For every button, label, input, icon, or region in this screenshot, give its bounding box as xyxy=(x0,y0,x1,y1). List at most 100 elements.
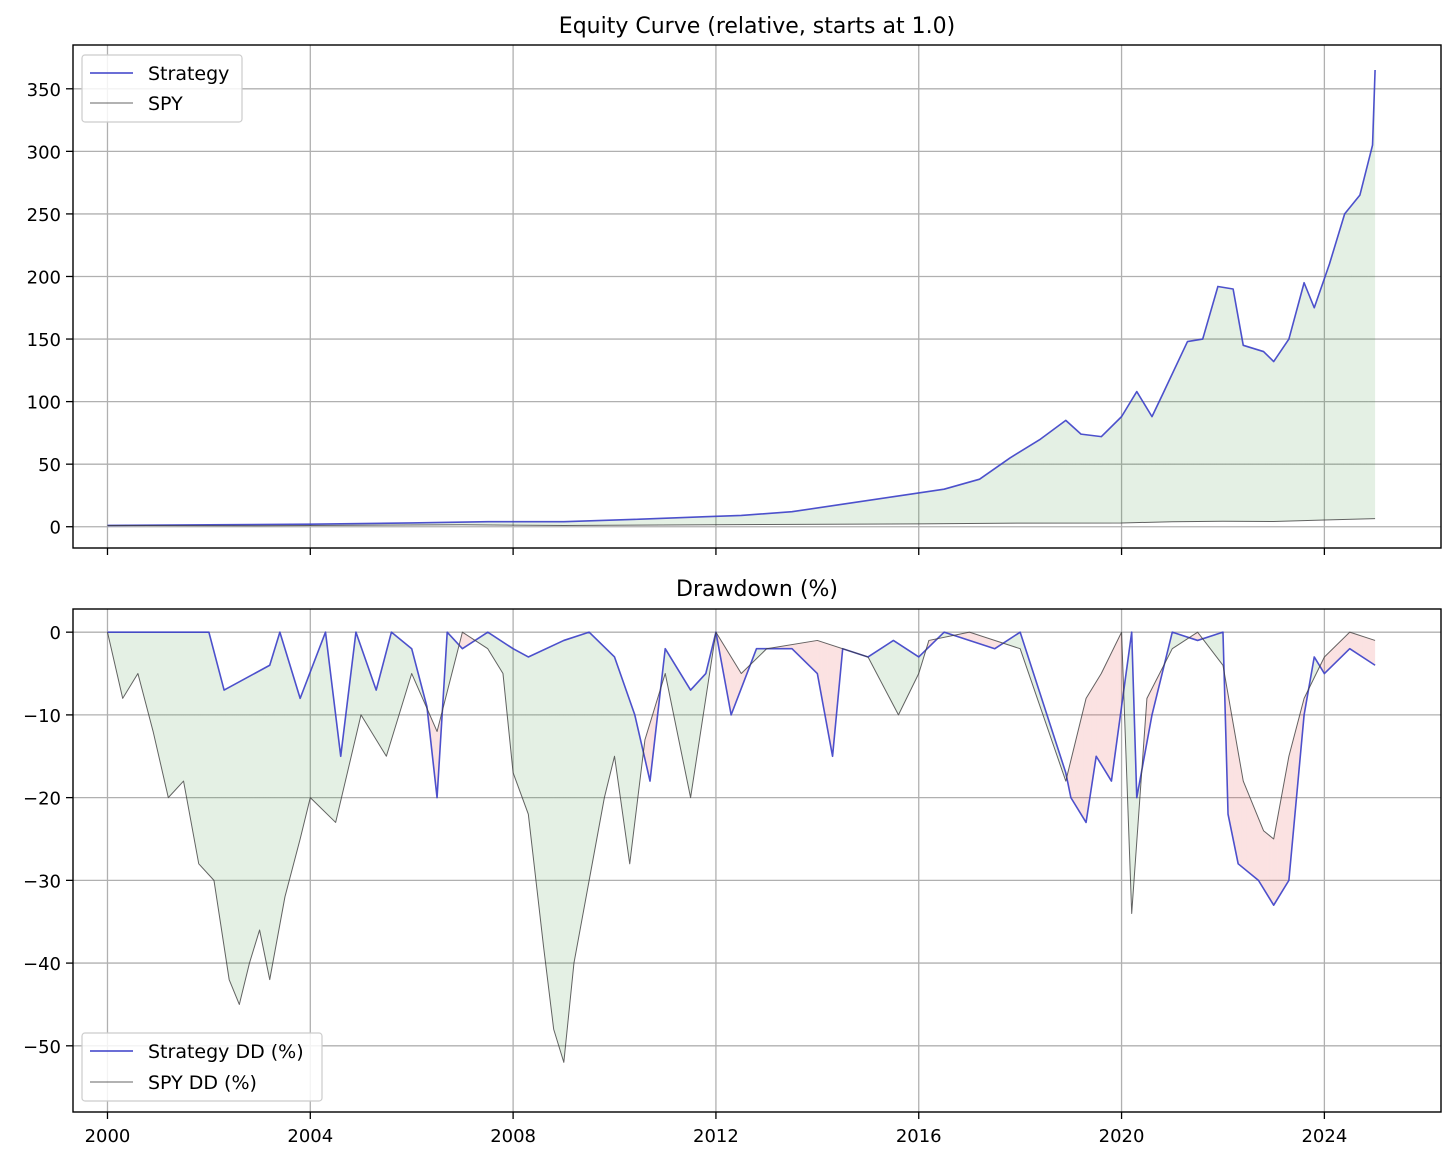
fill-segment xyxy=(1214,634,1217,657)
fill-segment xyxy=(906,648,909,700)
fill-segment xyxy=(967,632,970,641)
x-tick-label: 2016 xyxy=(896,1126,942,1147)
fill-segment xyxy=(811,641,814,670)
fill-segment xyxy=(508,521,511,526)
fill-segment xyxy=(1337,231,1340,520)
fill-segment xyxy=(483,633,486,648)
equity-strategy-line xyxy=(107,69,1376,527)
fill-segment xyxy=(151,632,154,736)
fill-segment xyxy=(1235,303,1238,522)
fill-segment xyxy=(637,727,640,799)
fill-segment xyxy=(1318,290,1321,521)
fill-segment xyxy=(284,648,288,897)
fill-segment xyxy=(511,521,514,526)
fill-segment xyxy=(971,480,974,524)
fill-segment xyxy=(498,521,501,526)
fill-segment xyxy=(1018,451,1021,524)
fill-segment xyxy=(261,668,264,951)
fill-segment xyxy=(1273,827,1276,906)
fill-segment xyxy=(1138,394,1141,523)
fill-segment xyxy=(1358,193,1361,520)
fill-segment xyxy=(808,508,811,525)
fill-segment xyxy=(1018,632,1021,649)
fill-segment xyxy=(1334,644,1338,664)
fill-segment xyxy=(132,632,135,682)
fill-segment xyxy=(1292,317,1295,521)
fill-segment xyxy=(168,632,171,798)
fill-segment xyxy=(1301,285,1304,521)
fill-segment xyxy=(460,632,463,649)
fill-segment xyxy=(986,637,989,647)
fill-segment xyxy=(1098,674,1101,764)
fill-segment xyxy=(306,677,309,815)
fill-segment xyxy=(272,650,275,966)
fill-segment xyxy=(760,513,763,525)
fill-segment xyxy=(988,471,991,524)
fill-segment xyxy=(597,640,600,835)
fill-segment xyxy=(1070,751,1073,802)
fill-segment xyxy=(641,519,645,526)
fill-segment xyxy=(802,642,805,662)
fill-segment xyxy=(941,489,945,524)
fill-segment xyxy=(449,634,452,682)
fill-segment xyxy=(242,678,245,991)
fill-segment xyxy=(980,477,983,524)
fill-segment xyxy=(578,521,581,526)
fill-segment xyxy=(1115,640,1118,754)
fill-segment xyxy=(791,511,795,525)
y-tick-label: −40 xyxy=(23,954,61,975)
fill-segment xyxy=(682,676,685,767)
fill-segment xyxy=(787,511,790,525)
fill-segment xyxy=(1261,824,1264,888)
fill-segment xyxy=(872,499,875,525)
fill-segment xyxy=(320,638,323,811)
fill-segment xyxy=(920,652,923,667)
fill-segment xyxy=(633,711,636,833)
fill-segment xyxy=(500,521,503,526)
fill-segment xyxy=(694,683,697,771)
fill-segment xyxy=(170,632,173,795)
fill-segment xyxy=(1087,692,1090,812)
fill-segment xyxy=(606,648,609,791)
fill-segment xyxy=(903,494,907,524)
fill-segment xyxy=(236,682,239,1003)
fill-segment xyxy=(1353,199,1357,520)
fill-segment xyxy=(1351,632,1354,652)
fill-segment xyxy=(720,516,723,525)
fill-segment xyxy=(358,640,361,724)
fill-segment xyxy=(1343,212,1346,520)
fill-segment xyxy=(1068,423,1071,524)
fill-segment xyxy=(887,497,890,524)
fill-segment xyxy=(530,521,533,526)
fill-segment xyxy=(331,680,334,821)
fill-segment xyxy=(772,512,776,525)
fill-segment xyxy=(1203,327,1207,522)
fill-segment xyxy=(961,483,964,524)
fill-segment xyxy=(724,515,727,525)
fill-segment xyxy=(1161,391,1164,522)
y-tick-label: 250 xyxy=(27,205,61,226)
fill-segment xyxy=(675,665,678,736)
fill-segment xyxy=(1180,634,1183,644)
fill-segment xyxy=(1077,430,1080,524)
fill-segment xyxy=(601,520,604,526)
fill-segment xyxy=(1349,205,1352,520)
fill-segment xyxy=(1009,456,1012,524)
fill-segment xyxy=(800,510,803,525)
fill-segment xyxy=(646,728,649,774)
fill-segment xyxy=(1013,454,1016,524)
fill-segment xyxy=(396,636,400,722)
fill-segment xyxy=(365,658,368,726)
fill-segment xyxy=(542,521,545,526)
fill-segment xyxy=(925,491,928,524)
fill-segment xyxy=(1280,793,1283,895)
fill-segment xyxy=(707,516,710,525)
fill-segment xyxy=(1339,640,1342,660)
fill-segment xyxy=(244,677,247,983)
fill-segment xyxy=(1091,435,1095,524)
fill-segment xyxy=(367,664,370,729)
fill-segment xyxy=(570,521,573,526)
fill-segment xyxy=(718,516,721,525)
fill-segment xyxy=(1210,305,1213,522)
